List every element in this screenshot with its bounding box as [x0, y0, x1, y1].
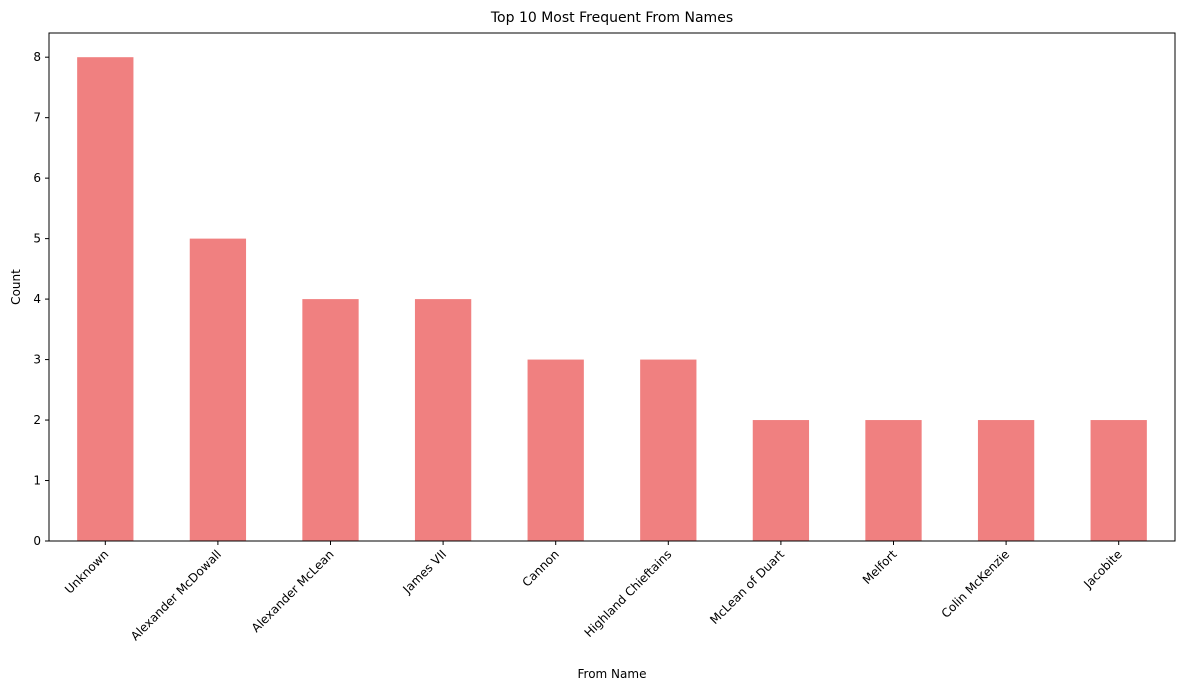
y-tick-label-3: 3	[33, 353, 41, 367]
y-tick-label-5: 5	[33, 232, 41, 246]
y-tick-label-4: 4	[33, 292, 41, 306]
y-tick-label-0: 0	[33, 534, 41, 548]
bar-9	[1090, 420, 1147, 541]
x-tick-label-6: McLean of Duart	[707, 547, 787, 627]
bar-5	[640, 359, 697, 541]
y-tick-label-6: 6	[33, 171, 41, 185]
plot-area-frame	[48, 32, 1176, 542]
x-tick-label-9: Jacobite	[1080, 547, 1124, 591]
y-axis-ticks: 0 1 2 3 4 5 6 7 8	[33, 50, 49, 548]
x-tick-label-7: Melfort	[860, 547, 900, 587]
bar-4	[527, 359, 584, 541]
x-tick-label-3: James VII	[399, 547, 449, 597]
x-tick-label-4: Cannon	[519, 547, 561, 589]
bar-7	[865, 420, 922, 541]
bar-3	[414, 299, 472, 541]
y-tick-label-2: 2	[33, 413, 41, 427]
x-tick-label-5: Highland Chieftains	[582, 547, 675, 640]
bar-0	[77, 57, 134, 541]
x-axis-label: From Name	[578, 667, 647, 681]
bar-6	[752, 420, 810, 541]
x-tick-label-2: Alexander McLean	[249, 547, 337, 635]
y-tick-label-1: 1	[33, 474, 41, 488]
x-tick-label-8: Colin McKenzie	[939, 547, 1013, 621]
y-tick-label-8: 8	[33, 50, 41, 64]
x-axis-ticks: Unknown Alexander McDowall Alexander McLea…	[62, 541, 1125, 643]
bars-group	[77, 57, 1147, 541]
y-tick-label-7: 7	[33, 111, 41, 125]
y-axis-label: Count	[9, 269, 23, 305]
x-tick-label-1: Alexander McDowall	[128, 547, 224, 643]
bar-8	[977, 420, 1035, 541]
bar-1	[189, 238, 247, 541]
bar-2	[302, 299, 359, 541]
chart-title: Top 10 Most Frequent From Names	[490, 10, 733, 26]
x-tick-label-0: Unknown	[62, 547, 111, 596]
